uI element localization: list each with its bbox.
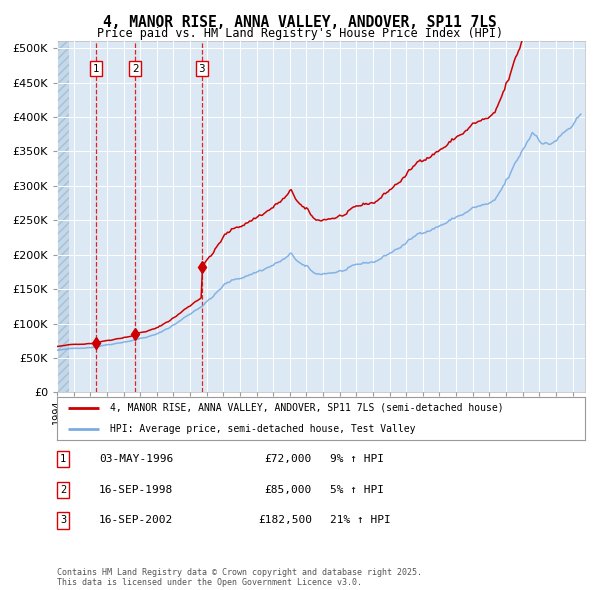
Text: 3: 3 bbox=[199, 64, 205, 74]
Text: 1: 1 bbox=[92, 64, 99, 74]
Text: £85,000: £85,000 bbox=[265, 485, 312, 494]
Bar bbox=[57, 41, 70, 392]
Text: HPI: Average price, semi-detached house, Test Valley: HPI: Average price, semi-detached house,… bbox=[110, 424, 415, 434]
Text: 21% ↑ HPI: 21% ↑ HPI bbox=[330, 516, 391, 525]
Text: 3: 3 bbox=[60, 516, 66, 525]
Text: 03-MAY-1996: 03-MAY-1996 bbox=[99, 454, 173, 464]
Text: 2: 2 bbox=[132, 64, 139, 74]
Text: 9% ↑ HPI: 9% ↑ HPI bbox=[330, 454, 384, 464]
Text: 16-SEP-2002: 16-SEP-2002 bbox=[99, 516, 173, 525]
Text: 4, MANOR RISE, ANNA VALLEY, ANDOVER, SP11 7LS (semi-detached house): 4, MANOR RISE, ANNA VALLEY, ANDOVER, SP1… bbox=[110, 403, 503, 412]
Text: £72,000: £72,000 bbox=[265, 454, 312, 464]
Text: Price paid vs. HM Land Registry's House Price Index (HPI): Price paid vs. HM Land Registry's House … bbox=[97, 27, 503, 40]
Text: 1: 1 bbox=[60, 454, 66, 464]
Text: 2: 2 bbox=[60, 485, 66, 494]
Text: Contains HM Land Registry data © Crown copyright and database right 2025.
This d: Contains HM Land Registry data © Crown c… bbox=[57, 568, 422, 587]
Text: 5% ↑ HPI: 5% ↑ HPI bbox=[330, 485, 384, 494]
Text: 4, MANOR RISE, ANNA VALLEY, ANDOVER, SP11 7LS: 4, MANOR RISE, ANNA VALLEY, ANDOVER, SP1… bbox=[103, 15, 497, 30]
Text: 16-SEP-1998: 16-SEP-1998 bbox=[99, 485, 173, 494]
Text: £182,500: £182,500 bbox=[258, 516, 312, 525]
